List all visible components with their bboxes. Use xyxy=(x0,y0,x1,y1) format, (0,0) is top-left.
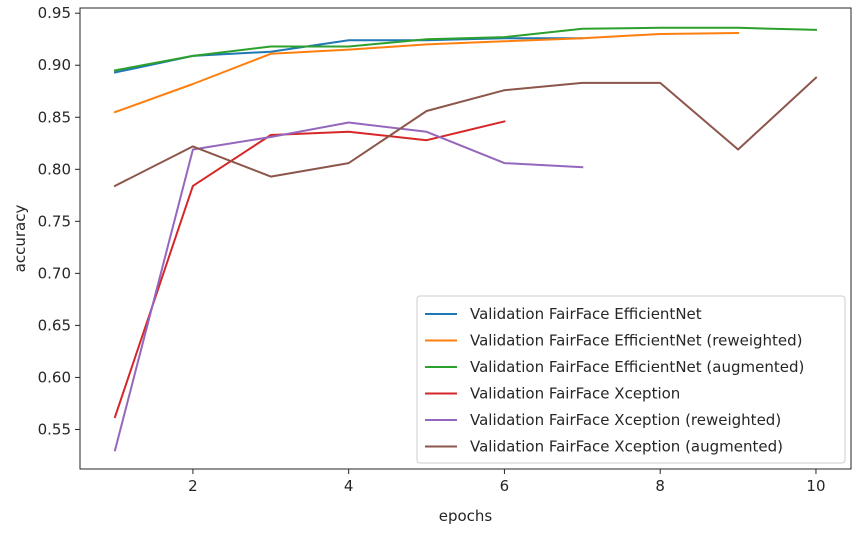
y-tick-label: 0.75 xyxy=(38,212,71,230)
y-tick-label: 0.70 xyxy=(38,264,71,282)
legend-label: Validation FairFace Xception (augmented) xyxy=(470,438,783,456)
y-tick-label: 0.95 xyxy=(38,4,71,22)
line-chart: 2 4 6 8 10 0.55 0.60 0.65 0.70 0.75 0.80 0.85 0.90 0.… xyxy=(0,0,865,533)
legend-label: Validation FairFace EfficientNet xyxy=(470,305,702,323)
y-axis-label: accuracy xyxy=(11,205,29,273)
x-tick-label: 4 xyxy=(344,477,354,495)
legend-label: Validation FairFace EfficientNet (reweig… xyxy=(470,332,803,350)
y-tick-label: 0.85 xyxy=(38,108,71,126)
legend-label: Validation FairFace EfficientNet (augmen… xyxy=(470,358,804,376)
y-tick-label: 0.65 xyxy=(38,316,71,334)
x-tick-label: 2 xyxy=(188,477,198,495)
x-axis-label: epochs xyxy=(439,507,493,525)
legend: Validation FairFace EfficientNet Validati… xyxy=(417,296,845,463)
legend-item: Validation FairFace EfficientNet (augmen… xyxy=(425,358,804,376)
x-tick-label: 8 xyxy=(655,477,665,495)
y-tick-label: 0.55 xyxy=(38,420,71,438)
legend-label: Validation FairFace Xception xyxy=(470,385,680,403)
y-tick-label: 0.90 xyxy=(38,56,71,74)
legend-item: Validation FairFace EfficientNet (reweig… xyxy=(425,332,803,350)
legend-item: Validation FairFace Xception (reweighted… xyxy=(425,411,781,429)
legend-label: Validation FairFace Xception (reweighted… xyxy=(470,411,781,429)
legend-item: Validation FairFace Xception (augmented) xyxy=(425,438,783,456)
x-tick-label: 10 xyxy=(806,477,825,495)
y-tick-label: 0.60 xyxy=(38,368,71,386)
x-tick-label: 6 xyxy=(500,477,510,495)
y-tick-label: 0.80 xyxy=(38,160,71,178)
